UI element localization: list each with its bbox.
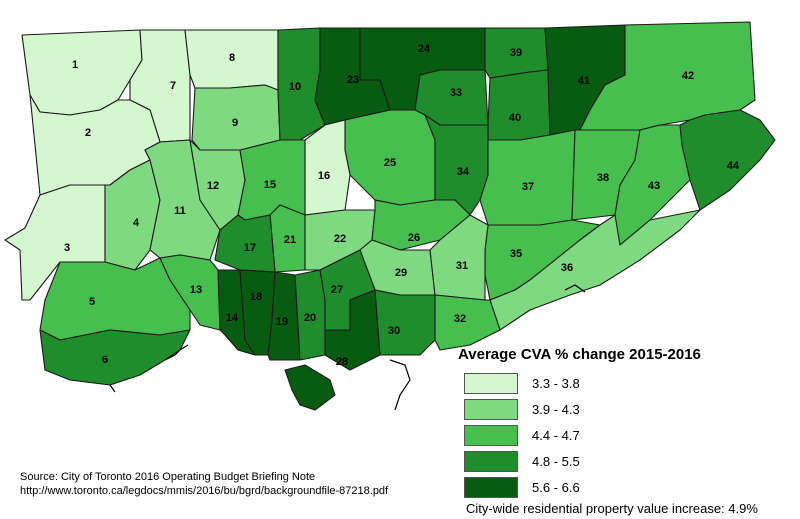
- ward-17[interactable]: [214, 214, 276, 273]
- label-ward-43: 43: [648, 180, 660, 192]
- label-ward-29: 29: [395, 267, 407, 279]
- legend-item: 3.9 - 4.3: [458, 397, 798, 421]
- legend-title: Average CVA % change 2015-2016: [458, 346, 701, 363]
- ward-37[interactable]: [479, 129, 576, 226]
- label-ward-8: 8: [229, 52, 235, 64]
- ward-6[interactable]: [39, 329, 191, 386]
- source-line-1: Source: City of Toronto 2016 Operating B…: [20, 471, 316, 483]
- label-ward-38: 38: [597, 172, 609, 184]
- ward-44[interactable]: [679, 109, 776, 211]
- legend-swatch: [464, 450, 518, 472]
- label-ward-1: 1: [72, 59, 78, 71]
- label-ward-32: 32: [454, 313, 466, 325]
- label-ward-9: 9: [232, 117, 238, 129]
- label-ward-20: 20: [304, 312, 316, 324]
- label-ward-21: 21: [284, 234, 296, 246]
- legend-swatch: [464, 372, 518, 394]
- legend-swatch: [464, 476, 518, 498]
- label-ward-10: 10: [289, 81, 301, 93]
- label-ward-35: 35: [510, 248, 522, 260]
- label-ward-25: 25: [384, 157, 396, 169]
- legend-label: 4.4 - 4.7: [532, 427, 580, 443]
- legend-label: 4.8 - 5.5: [532, 453, 580, 469]
- ward-36[interactable]: [489, 209, 701, 331]
- label-ward-42: 42: [682, 70, 694, 82]
- ward-40[interactable]: [487, 69, 551, 141]
- ward-16[interactable]: [304, 119, 351, 216]
- legend-item: 4.8 - 5.5: [458, 449, 798, 473]
- label-ward-31: 31: [456, 260, 468, 272]
- label-ward-14: 14: [226, 312, 239, 324]
- label-ward-18: 18: [250, 291, 262, 303]
- label-ward-40: 40: [509, 112, 521, 124]
- label-ward-19: 19: [276, 316, 288, 328]
- legend-item: 5.6 - 6.6: [458, 475, 798, 499]
- ward-3[interactable]: [4, 184, 106, 301]
- legend-label: 3.9 - 4.3: [532, 401, 580, 417]
- label-ward-11: 11: [174, 205, 186, 217]
- ward-34[interactable]: [424, 114, 489, 216]
- legend-item: 4.4 - 4.7: [458, 423, 798, 447]
- label-ward-33: 33: [450, 87, 462, 99]
- ward-32[interactable]: [434, 294, 501, 351]
- label-ward-22: 22: [334, 233, 346, 245]
- label-ward-12: 12: [207, 180, 219, 192]
- label-ward-3: 3: [64, 242, 70, 254]
- label-ward-28: 28: [336, 356, 348, 368]
- label-ward-15: 15: [264, 179, 276, 191]
- label-ward-36: 36: [561, 262, 573, 274]
- legend-label: 3.3 - 3.8: [532, 375, 580, 391]
- city-wide-summary: City-wide residential property value inc…: [466, 501, 758, 516]
- label-ward-44: 44: [727, 160, 740, 172]
- ward-30[interactable]: [374, 289, 436, 356]
- label-ward-23: 23: [347, 74, 359, 86]
- label-ward-30: 30: [388, 325, 400, 337]
- legend-swatch: [464, 424, 518, 446]
- label-ward-4: 4: [133, 217, 140, 229]
- label-ward-27: 27: [331, 284, 343, 296]
- label-ward-34: 34: [457, 166, 470, 178]
- label-ward-37: 37: [522, 181, 534, 193]
- label-ward-7: 7: [170, 80, 176, 92]
- label-ward-41: 41: [578, 75, 590, 87]
- label-ward-17: 17: [244, 242, 256, 254]
- legend-item: 3.3 - 3.8: [458, 371, 798, 395]
- label-ward-24: 24: [418, 43, 431, 55]
- label-ward-26: 26: [408, 232, 420, 244]
- label-ward-16: 16: [318, 170, 330, 182]
- label-ward-5: 5: [89, 296, 95, 308]
- source-note: Source: City of Toronto 2016 Operating B…: [20, 470, 388, 498]
- label-ward-13: 13: [190, 284, 202, 296]
- label-ward-39: 39: [510, 47, 522, 59]
- label-ward-6: 6: [102, 354, 108, 366]
- legend: Average CVA % change 2015-2016 3.3 - 3.8…: [458, 346, 798, 501]
- legend-label: 5.6 - 6.6: [532, 479, 580, 495]
- legend-swatch: [464, 398, 518, 420]
- label-ward-2: 2: [85, 127, 91, 139]
- source-url: http://www.toronto.ca/legdocs/mmis/2016/…: [20, 485, 389, 497]
- ward-28-islands[interactable]: [284, 364, 336, 411]
- shoreline-detail: [109, 284, 586, 411]
